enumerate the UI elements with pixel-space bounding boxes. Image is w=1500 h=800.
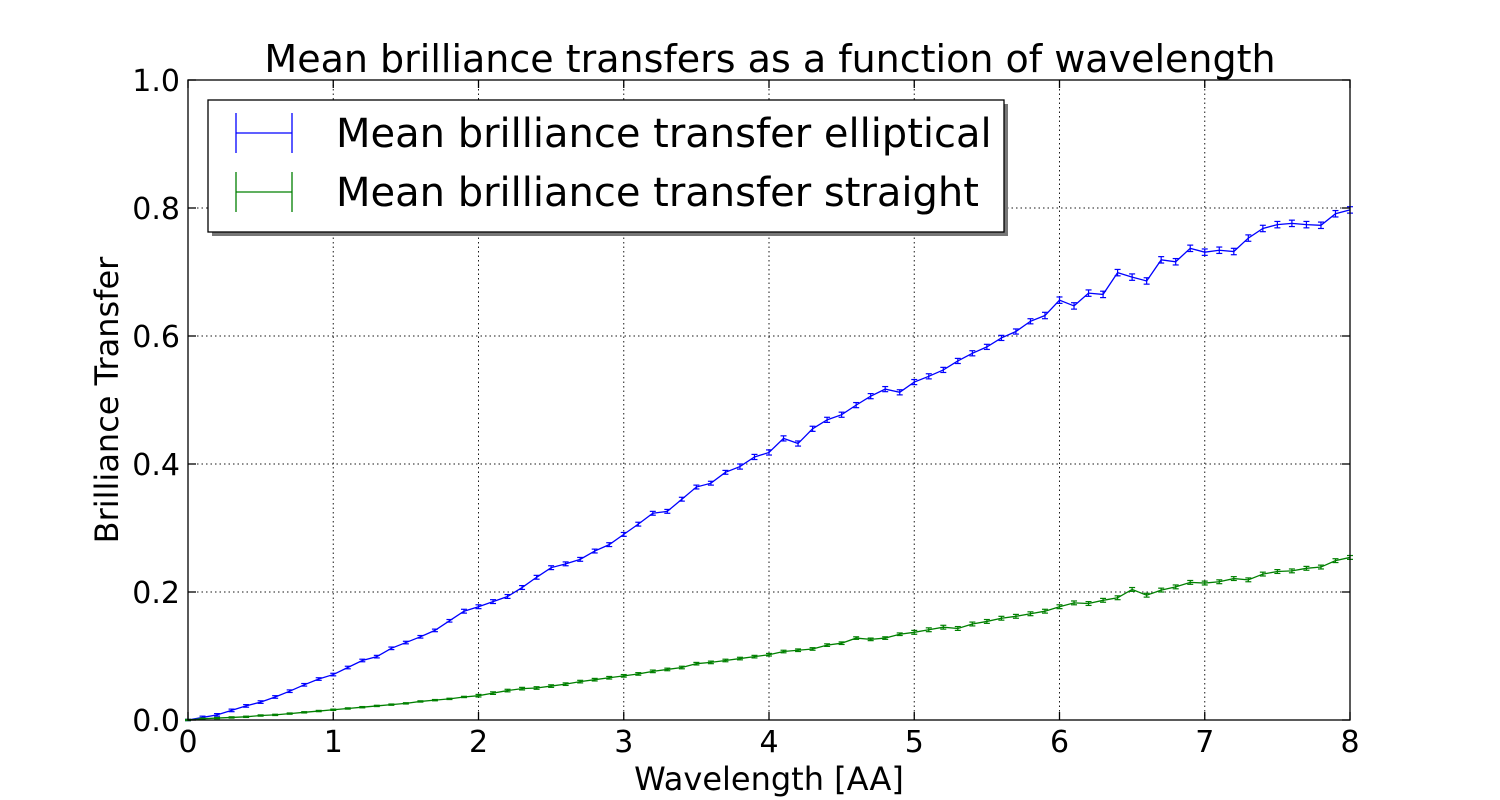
- y-axis-label: Brilliance Transfer: [88, 256, 126, 544]
- legend-label: Mean brilliance transfer straight: [336, 170, 979, 216]
- series-layer: [185, 206, 1353, 722]
- y-tick-label: 0.2: [132, 576, 180, 611]
- series-0: [185, 206, 1353, 722]
- legend-entry-0: Mean brilliance transfer elliptical: [235, 111, 992, 157]
- axis-ticks: 0 1 2 3 4 5 6 7 8 0.0 0.2 0.4 0.6 0.8 1.0: [132, 64, 1359, 760]
- x-tick-label: 7: [1195, 725, 1214, 760]
- x-tick-label: 3: [614, 725, 633, 760]
- y-tick-label: 0.8: [132, 192, 180, 227]
- y-tick-label: 0.0: [132, 704, 180, 739]
- x-tick-label: 2: [469, 725, 488, 760]
- x-tick-label: 6: [1050, 725, 1069, 760]
- x-tick-label: 4: [759, 725, 778, 760]
- chart-title: Mean brilliance transfers as a function …: [264, 37, 1275, 81]
- y-tick-label: 1.0: [132, 64, 180, 99]
- legend-entry-1: Mean brilliance transfer straight: [235, 170, 979, 216]
- legend-box: [207, 99, 1005, 233]
- legend-label: Mean brilliance transfer elliptical: [336, 111, 992, 157]
- x-tick-label: 8: [1340, 725, 1359, 760]
- x-tick-label: 0: [178, 725, 197, 760]
- y-tick-label: 0.6: [132, 320, 180, 355]
- y-tick-label: 0.4: [132, 448, 180, 483]
- series-1: [185, 554, 1353, 722]
- x-axis-label: Wavelength [AA]: [634, 760, 904, 798]
- legend: Mean brilliance transfer elliptical Mean …: [207, 99, 1008, 236]
- x-tick-label: 5: [905, 725, 924, 760]
- x-tick-label: 1: [324, 725, 343, 760]
